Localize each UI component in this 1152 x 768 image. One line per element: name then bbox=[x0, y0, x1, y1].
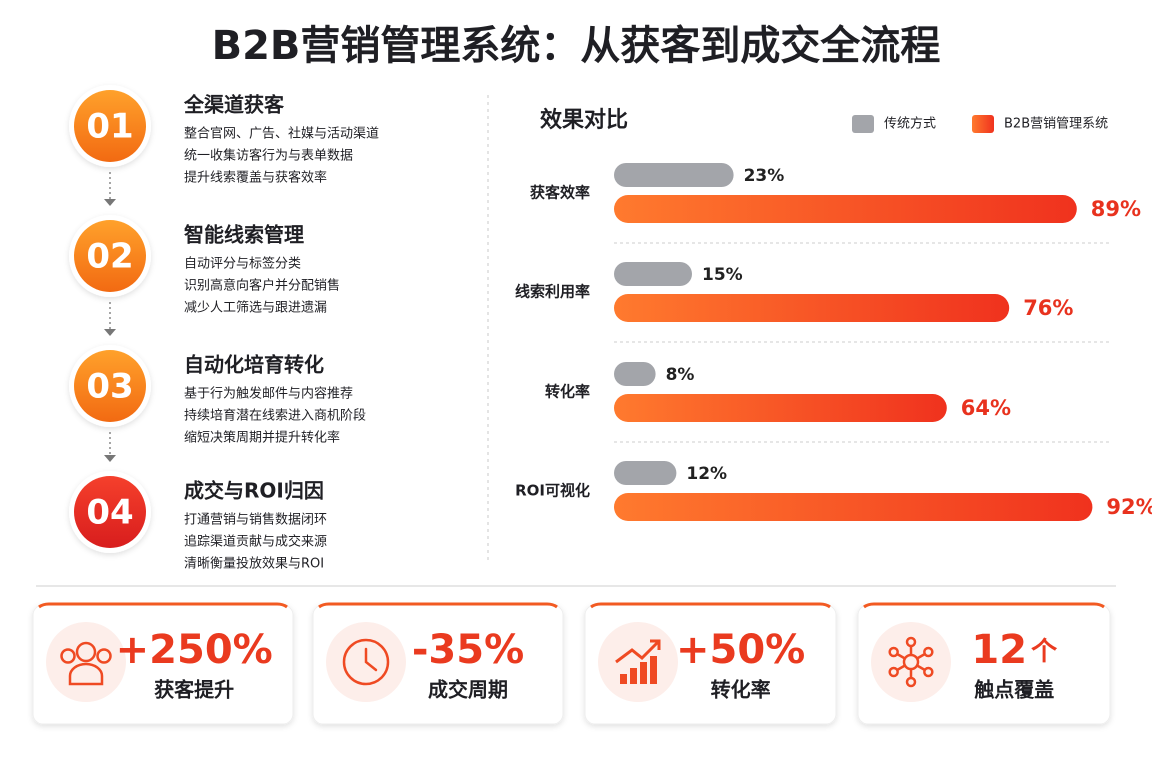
step-number: 02 bbox=[86, 237, 133, 277]
stat-value: +50% bbox=[676, 627, 805, 673]
stat-value: +250% bbox=[116, 627, 273, 673]
legend-label: 传统方式 bbox=[884, 116, 936, 132]
step-number: 01 bbox=[86, 107, 133, 147]
step-line: 持续培育潜在线索进入商机阶段 bbox=[184, 408, 366, 424]
step-title: 智能线索管理 bbox=[184, 223, 304, 247]
step-title: 自动化培育转化 bbox=[184, 353, 324, 377]
step-title: 全渠道获客 bbox=[183, 93, 285, 117]
stat-label: 触点覆盖 bbox=[974, 678, 1054, 702]
bar bbox=[614, 195, 1077, 223]
stat-value: -35% bbox=[412, 627, 524, 673]
step-line: 提升线索覆盖与获客效率 bbox=[184, 170, 327, 186]
icon bbox=[620, 674, 627, 684]
step-line: 识别高意向客户并分配销售 bbox=[184, 278, 340, 294]
legend-label: B2B营销管理系统 bbox=[1004, 117, 1108, 132]
bar bbox=[614, 262, 692, 286]
stat-number: +50% bbox=[676, 627, 805, 673]
stat-label: 成交周期 bbox=[428, 678, 508, 702]
chart-title: 效果对比 bbox=[540, 107, 628, 133]
icon bbox=[923, 646, 934, 658]
step-line: 减少人工筛选与跟进遗漏 bbox=[184, 300, 327, 316]
icon bbox=[640, 662, 647, 684]
stat-card: +50% 转化率 bbox=[584, 602, 837, 725]
icon-bg bbox=[598, 622, 678, 702]
step-line: 基于行为触发邮件与内容推荐 bbox=[184, 386, 353, 402]
icon bbox=[68, 662, 104, 686]
value-label: 64% bbox=[961, 396, 1011, 420]
icon-bg bbox=[871, 622, 951, 702]
card-top bbox=[38, 602, 288, 609]
stat-card: -35% 成交周期 bbox=[312, 602, 564, 725]
value-label: 92% bbox=[1106, 495, 1152, 519]
step-arrow bbox=[104, 329, 116, 336]
step-number: 03 bbox=[86, 367, 133, 407]
stat-number: 12 bbox=[971, 627, 1027, 673]
stat-value: 12 个 bbox=[971, 627, 1058, 673]
bar bbox=[614, 163, 734, 187]
step-line: 清晰衡量投放效果与ROI bbox=[184, 556, 324, 572]
icon bbox=[96, 648, 112, 664]
legend-swatch bbox=[852, 115, 874, 133]
icon bbox=[905, 636, 917, 648]
icon bbox=[630, 668, 637, 684]
bar bbox=[614, 461, 677, 485]
card-top bbox=[863, 602, 1105, 609]
value-label: 15% bbox=[702, 265, 743, 285]
stat-label: 转化率 bbox=[711, 678, 771, 702]
category-label: ROI可视化 bbox=[515, 482, 590, 500]
stat-number: -35% bbox=[412, 627, 524, 673]
icon bbox=[916, 652, 926, 660]
legend-swatch bbox=[972, 115, 994, 133]
icon bbox=[896, 652, 906, 660]
icon bbox=[364, 647, 378, 672]
step-line: 整合官网、广告、社媒与活动渠道 bbox=[184, 126, 379, 142]
step-circle bbox=[74, 220, 146, 292]
step-title: 成交与ROI归因 bbox=[184, 479, 324, 503]
category-label: 线索利用率 bbox=[515, 283, 590, 301]
step-circle bbox=[74, 90, 146, 162]
bar bbox=[614, 493, 1093, 521]
category-label: 获客效率 bbox=[530, 184, 590, 202]
icon bbox=[615, 639, 661, 664]
value-label: 12% bbox=[686, 464, 727, 484]
bar bbox=[614, 294, 1010, 322]
value-label: 8% bbox=[666, 365, 695, 385]
value-label: 89% bbox=[1091, 197, 1141, 221]
step-number: 04 bbox=[86, 493, 133, 533]
icon bbox=[650, 656, 657, 684]
stat-number: +250% bbox=[116, 627, 273, 673]
value-label: 23% bbox=[744, 166, 785, 186]
page-title: B2B营销管理系统：从获客到成交全流程 bbox=[212, 23, 941, 69]
icon bbox=[342, 638, 390, 686]
category-label: 转化率 bbox=[545, 383, 590, 401]
step-line: 自动评分与标签分类 bbox=[184, 256, 301, 272]
stat-card: +250% 获客提升 bbox=[32, 602, 294, 725]
icon bbox=[916, 664, 926, 672]
step-line: 追踪渠道贡献与成交来源 bbox=[184, 534, 327, 550]
step-line: 打通营销与销售数据闭环 bbox=[184, 512, 327, 528]
stat-suffix: 个 bbox=[1031, 637, 1058, 667]
icon bbox=[75, 641, 97, 663]
bar bbox=[614, 394, 947, 422]
step-line: 缩短决策周期并提升转化率 bbox=[184, 430, 340, 446]
icon bbox=[888, 666, 899, 678]
icon bbox=[905, 676, 917, 688]
icon bbox=[888, 646, 899, 658]
icon bbox=[923, 666, 934, 678]
icon bbox=[896, 664, 906, 672]
step-arrow bbox=[104, 199, 116, 206]
step-circle bbox=[74, 350, 146, 422]
step-arrow bbox=[104, 455, 116, 462]
icon bbox=[60, 648, 76, 664]
step-circle bbox=[74, 476, 146, 548]
card-top bbox=[318, 602, 558, 609]
stat-label: 获客提升 bbox=[154, 678, 234, 702]
card-top bbox=[590, 602, 831, 609]
bar bbox=[614, 362, 656, 386]
step-line: 统一收集访客行为与表单数据 bbox=[184, 148, 353, 164]
value-label: 76% bbox=[1023, 296, 1073, 320]
